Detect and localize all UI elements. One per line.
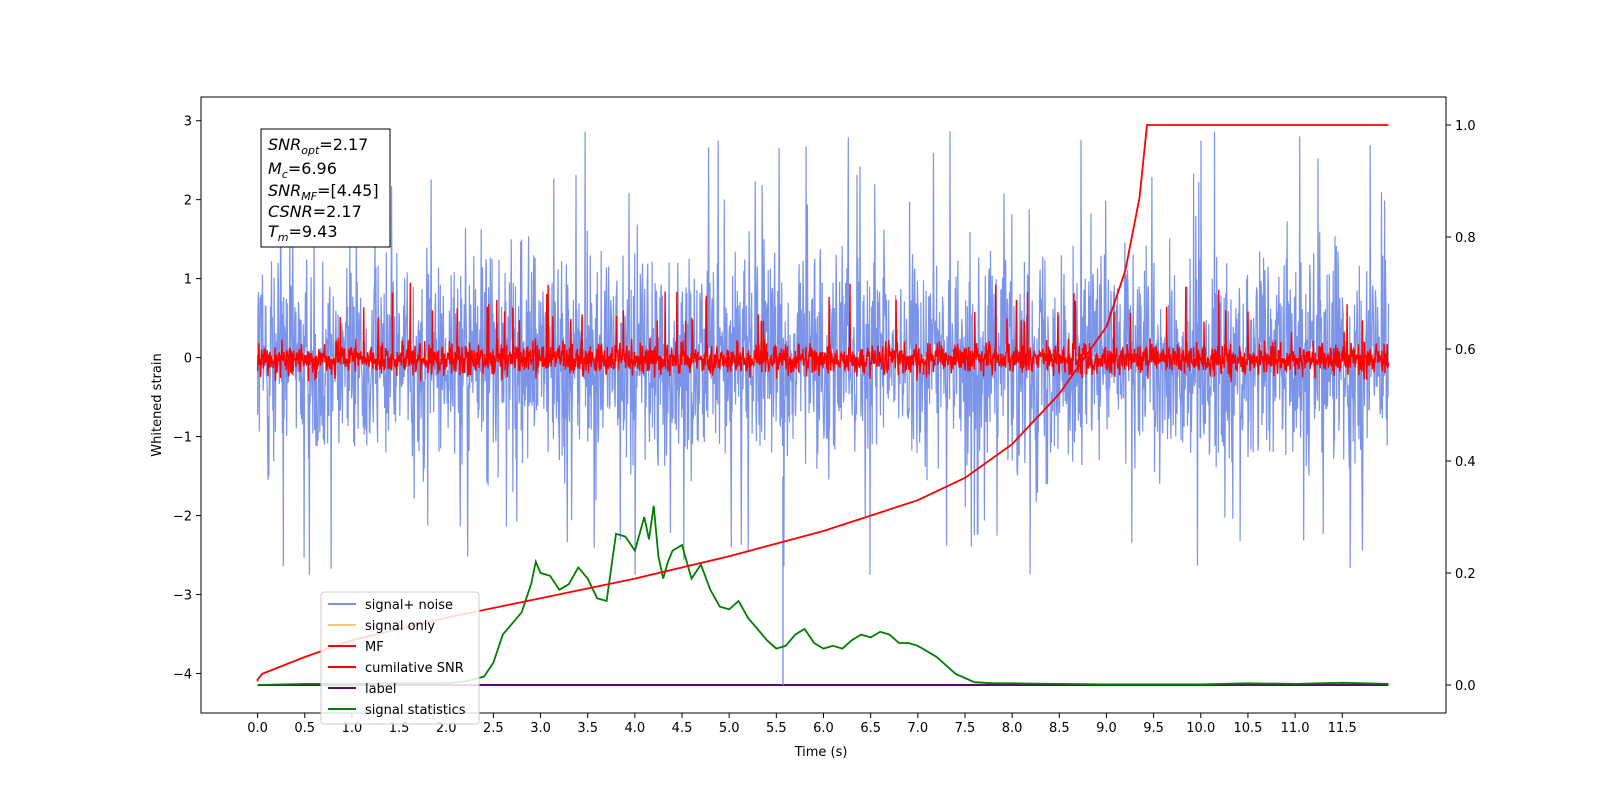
legend-label-signal-noise: signal+ noise (365, 598, 453, 613)
y-tick-label: −2 (173, 510, 192, 525)
series-mf (256, 282, 1390, 382)
x-tick-label: 11.0 (1281, 721, 1310, 736)
x-tick-label: 2.5 (483, 721, 504, 736)
x-tick-label: 7.0 (907, 721, 928, 736)
x-tick-label: 10.5 (1233, 721, 1262, 736)
annotation-mc: Mc=6.96 (268, 159, 337, 181)
y-tick-label: 1 (184, 273, 192, 288)
x-tick-label: 9.5 (1143, 721, 1164, 736)
y2-tick-label: 0.6 (1455, 343, 1476, 358)
legend-label-signal-statistics: signal statistics (365, 703, 466, 718)
x-axis-label: Time (s) (794, 745, 848, 760)
x-tick-label: 3.0 (530, 721, 551, 736)
x-tick-label: 1.0 (342, 721, 363, 736)
y-tick-label: 0 (184, 352, 192, 367)
legend-label-label: label (365, 682, 396, 697)
x-tick-label: 6.5 (860, 721, 881, 736)
y2-tick-label: 0.2 (1455, 567, 1476, 582)
y-tick-label: −1 (173, 431, 192, 446)
x-tick-label: 2.0 (436, 721, 457, 736)
y-tick-label: 3 (184, 115, 192, 130)
y2-tick-label: 0.0 (1455, 679, 1476, 694)
series-signal-noise (257, 131, 1390, 575)
x-tick-label: 6.0 (813, 721, 834, 736)
legend-label-cumulative-snr: cumilative SNR (365, 661, 464, 676)
x-tick-label: 7.5 (955, 721, 976, 736)
legend-label-mf: MF (365, 640, 384, 655)
x-tick-label: 11.5 (1328, 721, 1357, 736)
x-tick-label: 3.5 (577, 721, 598, 736)
x-tick-label: 4.0 (625, 721, 646, 736)
legend-label-signal-only: signal only (365, 619, 435, 634)
x-tick-label: 5.5 (766, 721, 787, 736)
y-tick-label: 2 (184, 194, 192, 209)
y-axis-label: Whitened strain (150, 353, 165, 456)
y-axis-ticks: 3 2 1 0 −1 −2 −3 −4 (173, 115, 201, 683)
annotation-tm: Tm=9.43 (268, 222, 338, 244)
series-signal-statistics (257, 505, 1389, 686)
annotation-csnr: CSNR=2.17 (268, 202, 362, 221)
x-tick-label: 4.5 (672, 721, 693, 736)
legend: signal+ noise signal only MF cumilative … (320, 591, 480, 725)
x-tick-label: 9.0 (1096, 721, 1117, 736)
x-tick-label: 0.0 (247, 721, 268, 736)
y-tick-label: −4 (173, 668, 192, 683)
y2-tick-label: 0.8 (1455, 231, 1476, 246)
y2-tick-label: 1.0 (1455, 119, 1476, 134)
x-tick-label: 5.0 (719, 721, 740, 736)
x-tick-label: 0.5 (294, 721, 315, 736)
annotation-snr-mf: SNRMF=[4.45] (268, 181, 379, 203)
x-tick-label: 10.0 (1186, 721, 1215, 736)
x-tick-label: 8.5 (1049, 721, 1070, 736)
x-tick-label: 8.0 (1002, 721, 1023, 736)
annotation-box: SNRopt=2.17 Mc=6.96 SNRMF=[4.45] CSNR=2.… (260, 128, 391, 248)
x-axis-ticks: 0.0 0.5 1.0 1.5 2.0 2.5 3.0 3.5 4.0 4.5 5.0 5.5 6.0 6… (247, 713, 1357, 736)
y2-tick-label: 0.4 (1455, 455, 1476, 470)
y-tick-label: −3 (173, 589, 192, 604)
annotation-snr-opt: SNRopt=2.17 (268, 135, 368, 157)
x-tick-label: 1.5 (389, 721, 410, 736)
y2-axis-ticks: 1.0 0.8 0.6 0.4 0.2 0.0 (1446, 119, 1476, 694)
